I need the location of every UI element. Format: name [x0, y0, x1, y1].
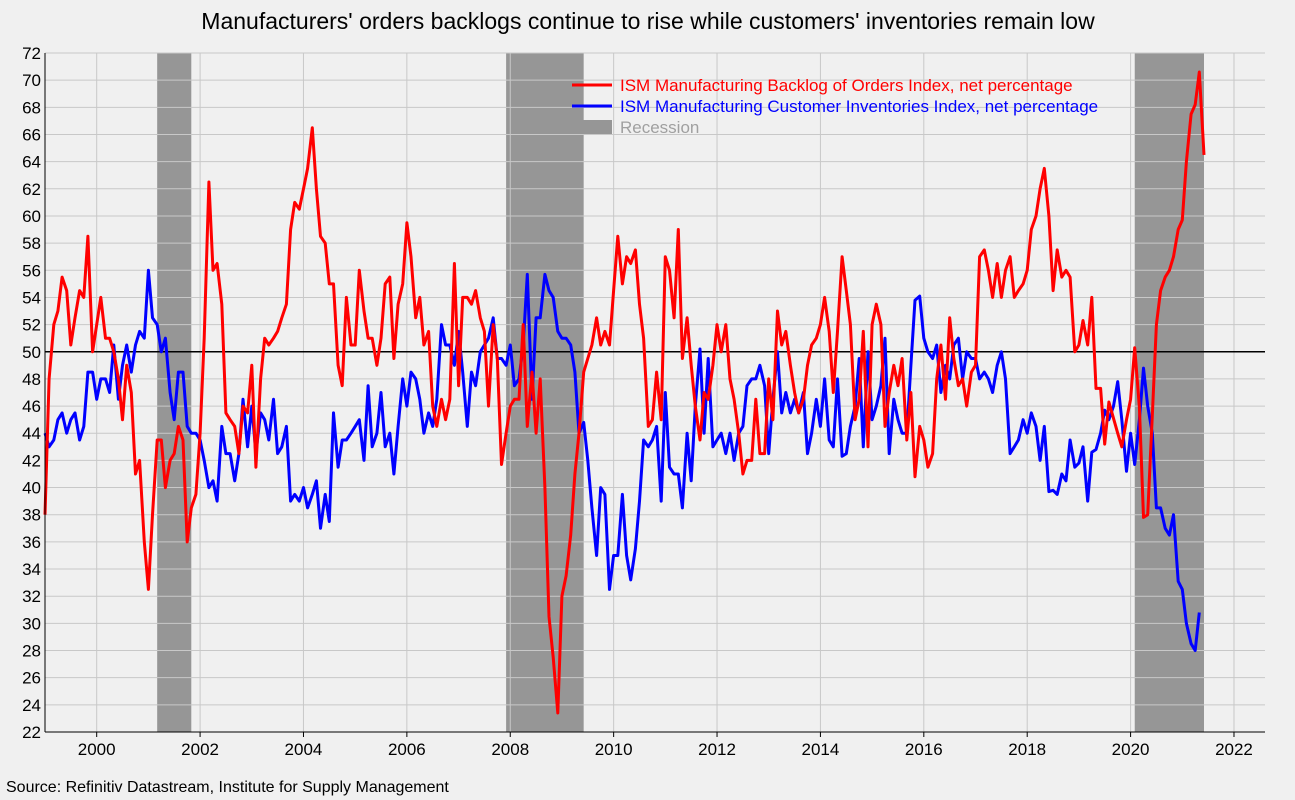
x-tick-label: 2006 [388, 740, 426, 759]
chart-title: Manufacturers' orders backlogs continue … [201, 8, 1095, 34]
y-tick-label: 42 [22, 451, 41, 470]
y-tick-label: 56 [22, 261, 41, 280]
recession-band-0 [157, 53, 192, 732]
y-tick-label: 36 [22, 533, 41, 552]
x-tick-label: 2010 [595, 740, 633, 759]
y-tick-label: 58 [22, 234, 41, 253]
y-tick-label: 24 [22, 696, 41, 715]
y-tick-label: 48 [22, 370, 41, 389]
y-tick-label: 40 [22, 479, 41, 498]
y-tick-label: 62 [22, 180, 41, 199]
x-tick-label: 2020 [1112, 740, 1150, 759]
x-tick-label: 2022 [1215, 740, 1253, 759]
legend-label-1: ISM Manufacturing Customer Inventories I… [620, 97, 1098, 116]
x-tick-label: 2018 [1008, 740, 1046, 759]
y-tick-label: 60 [22, 207, 41, 226]
x-tick-label: 2008 [491, 740, 529, 759]
y-tick-label: 26 [22, 669, 41, 688]
x-tick-label: 2016 [905, 740, 943, 759]
y-tick-label: 68 [22, 98, 41, 117]
y-tick-label: 28 [22, 642, 41, 661]
axes: 22 24 26 28 30 32 34 36 38 40 42 44 46 48 50 52 54 56 58 60… [22, 44, 1265, 759]
x-tick-label: 2012 [698, 740, 736, 759]
y-tick-label: 52 [22, 316, 41, 335]
y-tick-label: 30 [22, 614, 41, 633]
x-tick-label: 2004 [285, 740, 323, 759]
y-tick-label: 22 [22, 723, 41, 742]
y-tick-label: 32 [22, 587, 41, 606]
series-lines [43, 70, 1206, 715]
x-tick-label: 2002 [181, 740, 219, 759]
y-tick-label: 50 [22, 343, 41, 362]
y-tick-label: 66 [22, 125, 41, 144]
series-line-0 [43, 70, 1206, 715]
legend-swatch-recession [572, 120, 612, 134]
legend-label-recession: Recession [620, 118, 699, 137]
y-tick-label: 44 [22, 424, 41, 443]
legend-label-0: ISM Manufacturing Backlog of Orders Inde… [620, 76, 1073, 95]
y-tick-label: 64 [22, 153, 41, 172]
x-tick-label: 2000 [78, 740, 116, 759]
recession-band-1 [506, 53, 584, 732]
legend: ISM Manufacturing Backlog of Orders Inde… [572, 76, 1098, 137]
series-line-1 [43, 268, 1201, 652]
x-tick-label: 2014 [802, 740, 840, 759]
y-tick-label: 54 [22, 288, 41, 307]
y-tick-label: 34 [22, 560, 41, 579]
y-tick-label: 38 [22, 506, 41, 525]
source-note: Source: Refinitiv Datastream, Institute … [6, 779, 449, 796]
y-tick-label: 72 [22, 44, 41, 63]
y-tick-label: 46 [22, 397, 41, 416]
y-tick-label: 70 [22, 71, 41, 90]
